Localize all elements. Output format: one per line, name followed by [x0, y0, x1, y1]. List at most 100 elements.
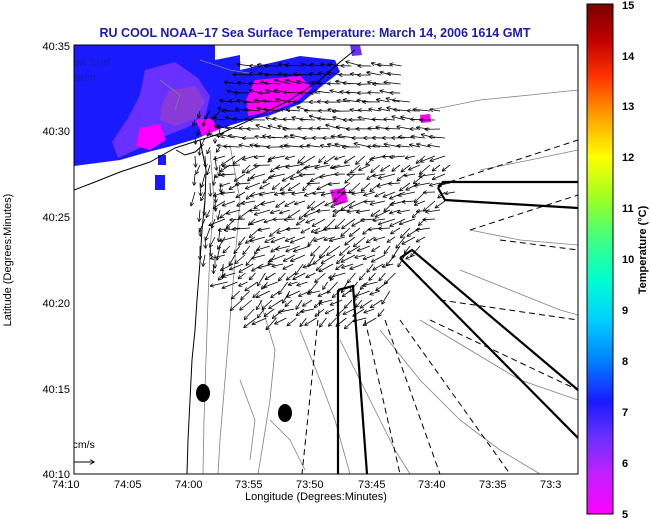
scale-vector-label: 50 cm/s	[58, 439, 95, 451]
current-vector	[245, 281, 258, 291]
current-vector	[232, 228, 251, 229]
current-vector	[379, 173, 396, 178]
colorbar: 15 14 13 12 11 10 9 8 7 6 5 Temperature …	[586, 0, 649, 519]
colorbar-gradient	[586, 3, 614, 515]
current-vector	[401, 227, 411, 238]
current-vector	[383, 191, 396, 197]
current-vector	[280, 182, 291, 190]
current-vector	[295, 200, 306, 204]
current-vector	[404, 245, 411, 253]
current-vector	[286, 155, 296, 159]
current-vector	[379, 109, 391, 112]
current-vector	[259, 227, 271, 230]
current-vector	[204, 200, 205, 215]
current-vector	[382, 290, 391, 304]
current-vector	[374, 236, 386, 240]
current-vector	[367, 72, 382, 76]
marker-oval	[196, 384, 210, 402]
current-vector	[193, 119, 195, 126]
current-vector	[263, 109, 281, 111]
current-vector	[285, 236, 296, 241]
current-vector	[319, 155, 326, 162]
current-vector	[223, 245, 231, 253]
current-vector	[203, 254, 205, 266]
current-vector	[373, 219, 386, 221]
current-vector	[287, 290, 300, 297]
colorbar-tick: 14	[622, 51, 635, 63]
current-vector	[266, 317, 277, 330]
current-vector	[227, 218, 236, 228]
x-tick-label: 73:55	[235, 479, 263, 491]
current-vector	[375, 191, 386, 197]
current-vector	[297, 81, 311, 85]
colorbar-tick: 9	[622, 305, 628, 317]
y-tick-label: 40:10	[42, 469, 70, 481]
current-vector	[373, 174, 386, 176]
colorbar-tick: 5	[622, 509, 628, 519]
current-vector	[343, 308, 355, 314]
colorbar-tick: 7	[622, 407, 628, 419]
current-vector	[256, 299, 263, 310]
current-vector	[211, 118, 226, 120]
current-vector	[309, 281, 318, 293]
x-tick-label: 74:05	[114, 479, 142, 491]
current-vector	[413, 109, 431, 111]
current-vector	[316, 263, 324, 270]
current-vector	[301, 227, 311, 233]
current-vector	[200, 182, 201, 196]
current-vector	[258, 308, 265, 318]
current-vector	[315, 272, 326, 282]
current-vector	[330, 236, 346, 241]
current-vector	[345, 236, 356, 245]
current-vector	[377, 100, 390, 103]
current-vector	[308, 200, 316, 208]
current-vector	[378, 218, 396, 224]
current-vector	[372, 254, 386, 262]
current-vector	[390, 218, 406, 226]
current-vector	[250, 272, 256, 280]
current-vector	[377, 182, 391, 187]
x-axis-ticks: 74:10 74:05 74:00 73:55 73:50 73:45 73:4…	[52, 479, 561, 491]
current-vector	[209, 134, 226, 139]
current-vector	[397, 146, 411, 147]
current-vector	[432, 164, 441, 171]
current-vector	[351, 164, 361, 173]
current-vector	[202, 173, 206, 187]
current-vector	[371, 299, 383, 308]
current-vector	[214, 110, 221, 118]
current-vector	[282, 173, 296, 181]
current-vector	[289, 182, 301, 190]
x-tick-label: 73:35	[479, 479, 507, 491]
current-vector	[264, 308, 275, 316]
overlay-line: Raw Surf	[65, 57, 111, 69]
current-vector	[244, 317, 257, 328]
current-vector	[315, 164, 331, 168]
current-vector	[250, 236, 266, 241]
current-vector	[220, 100, 230, 102]
current-vector	[195, 155, 196, 167]
current-vector	[218, 209, 220, 219]
current-vector	[328, 84, 341, 85]
current-vector	[321, 254, 336, 263]
bold-rays	[336, 180, 578, 474]
current-vector	[236, 191, 246, 198]
current-vector	[430, 110, 441, 112]
current-vector	[214, 155, 226, 159]
current-vector	[371, 164, 381, 172]
current-vector	[260, 191, 276, 195]
current-vector	[398, 191, 416, 196]
current-vector	[292, 192, 306, 194]
current-vector	[325, 308, 335, 314]
current-vector	[300, 317, 307, 326]
current-vector	[256, 290, 270, 298]
current-vector	[438, 182, 451, 186]
current-vector	[218, 236, 226, 249]
y-tick-label: 40:20	[42, 298, 70, 310]
current-vector	[270, 227, 281, 236]
current-vector	[438, 191, 446, 198]
current-vector	[290, 236, 306, 243]
current-vector	[350, 227, 361, 236]
current-vector	[285, 299, 293, 306]
current-vector	[379, 228, 391, 229]
